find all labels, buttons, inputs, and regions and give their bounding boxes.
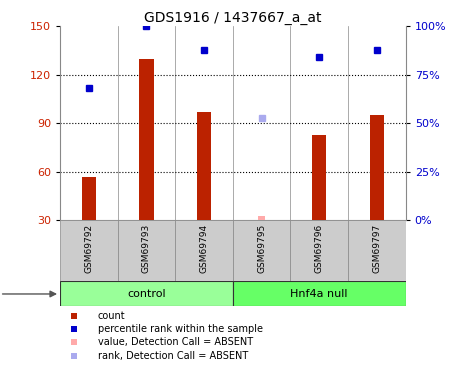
Text: value, Detection Call = ABSENT: value, Detection Call = ABSENT bbox=[98, 338, 253, 348]
Bar bbox=[139, 58, 154, 220]
Bar bbox=[82, 177, 96, 220]
Text: GSM69793: GSM69793 bbox=[142, 224, 151, 273]
Bar bbox=[175, 220, 233, 282]
Bar bbox=[370, 115, 384, 220]
Text: Hnf4a null: Hnf4a null bbox=[290, 289, 348, 299]
Bar bbox=[118, 220, 175, 282]
Bar bbox=[60, 220, 118, 282]
Title: GDS1916 / 1437667_a_at: GDS1916 / 1437667_a_at bbox=[144, 11, 322, 25]
Text: GSM69792: GSM69792 bbox=[84, 224, 93, 273]
Bar bbox=[197, 112, 211, 220]
Text: count: count bbox=[98, 310, 125, 321]
Text: GSM69797: GSM69797 bbox=[372, 224, 381, 273]
Bar bbox=[290, 220, 348, 282]
Bar bbox=[233, 220, 290, 282]
Text: percentile rank within the sample: percentile rank within the sample bbox=[98, 324, 263, 334]
Bar bbox=[312, 135, 326, 220]
Bar bbox=[258, 216, 265, 220]
Text: rank, Detection Call = ABSENT: rank, Detection Call = ABSENT bbox=[98, 351, 248, 361]
Text: genotype/variation: genotype/variation bbox=[0, 289, 56, 299]
Bar bbox=[60, 282, 233, 306]
Bar bbox=[348, 220, 406, 282]
Text: GSM69796: GSM69796 bbox=[315, 224, 324, 273]
Text: GSM69795: GSM69795 bbox=[257, 224, 266, 273]
Bar bbox=[233, 282, 406, 306]
Text: control: control bbox=[127, 289, 165, 299]
Text: GSM69794: GSM69794 bbox=[200, 224, 208, 273]
